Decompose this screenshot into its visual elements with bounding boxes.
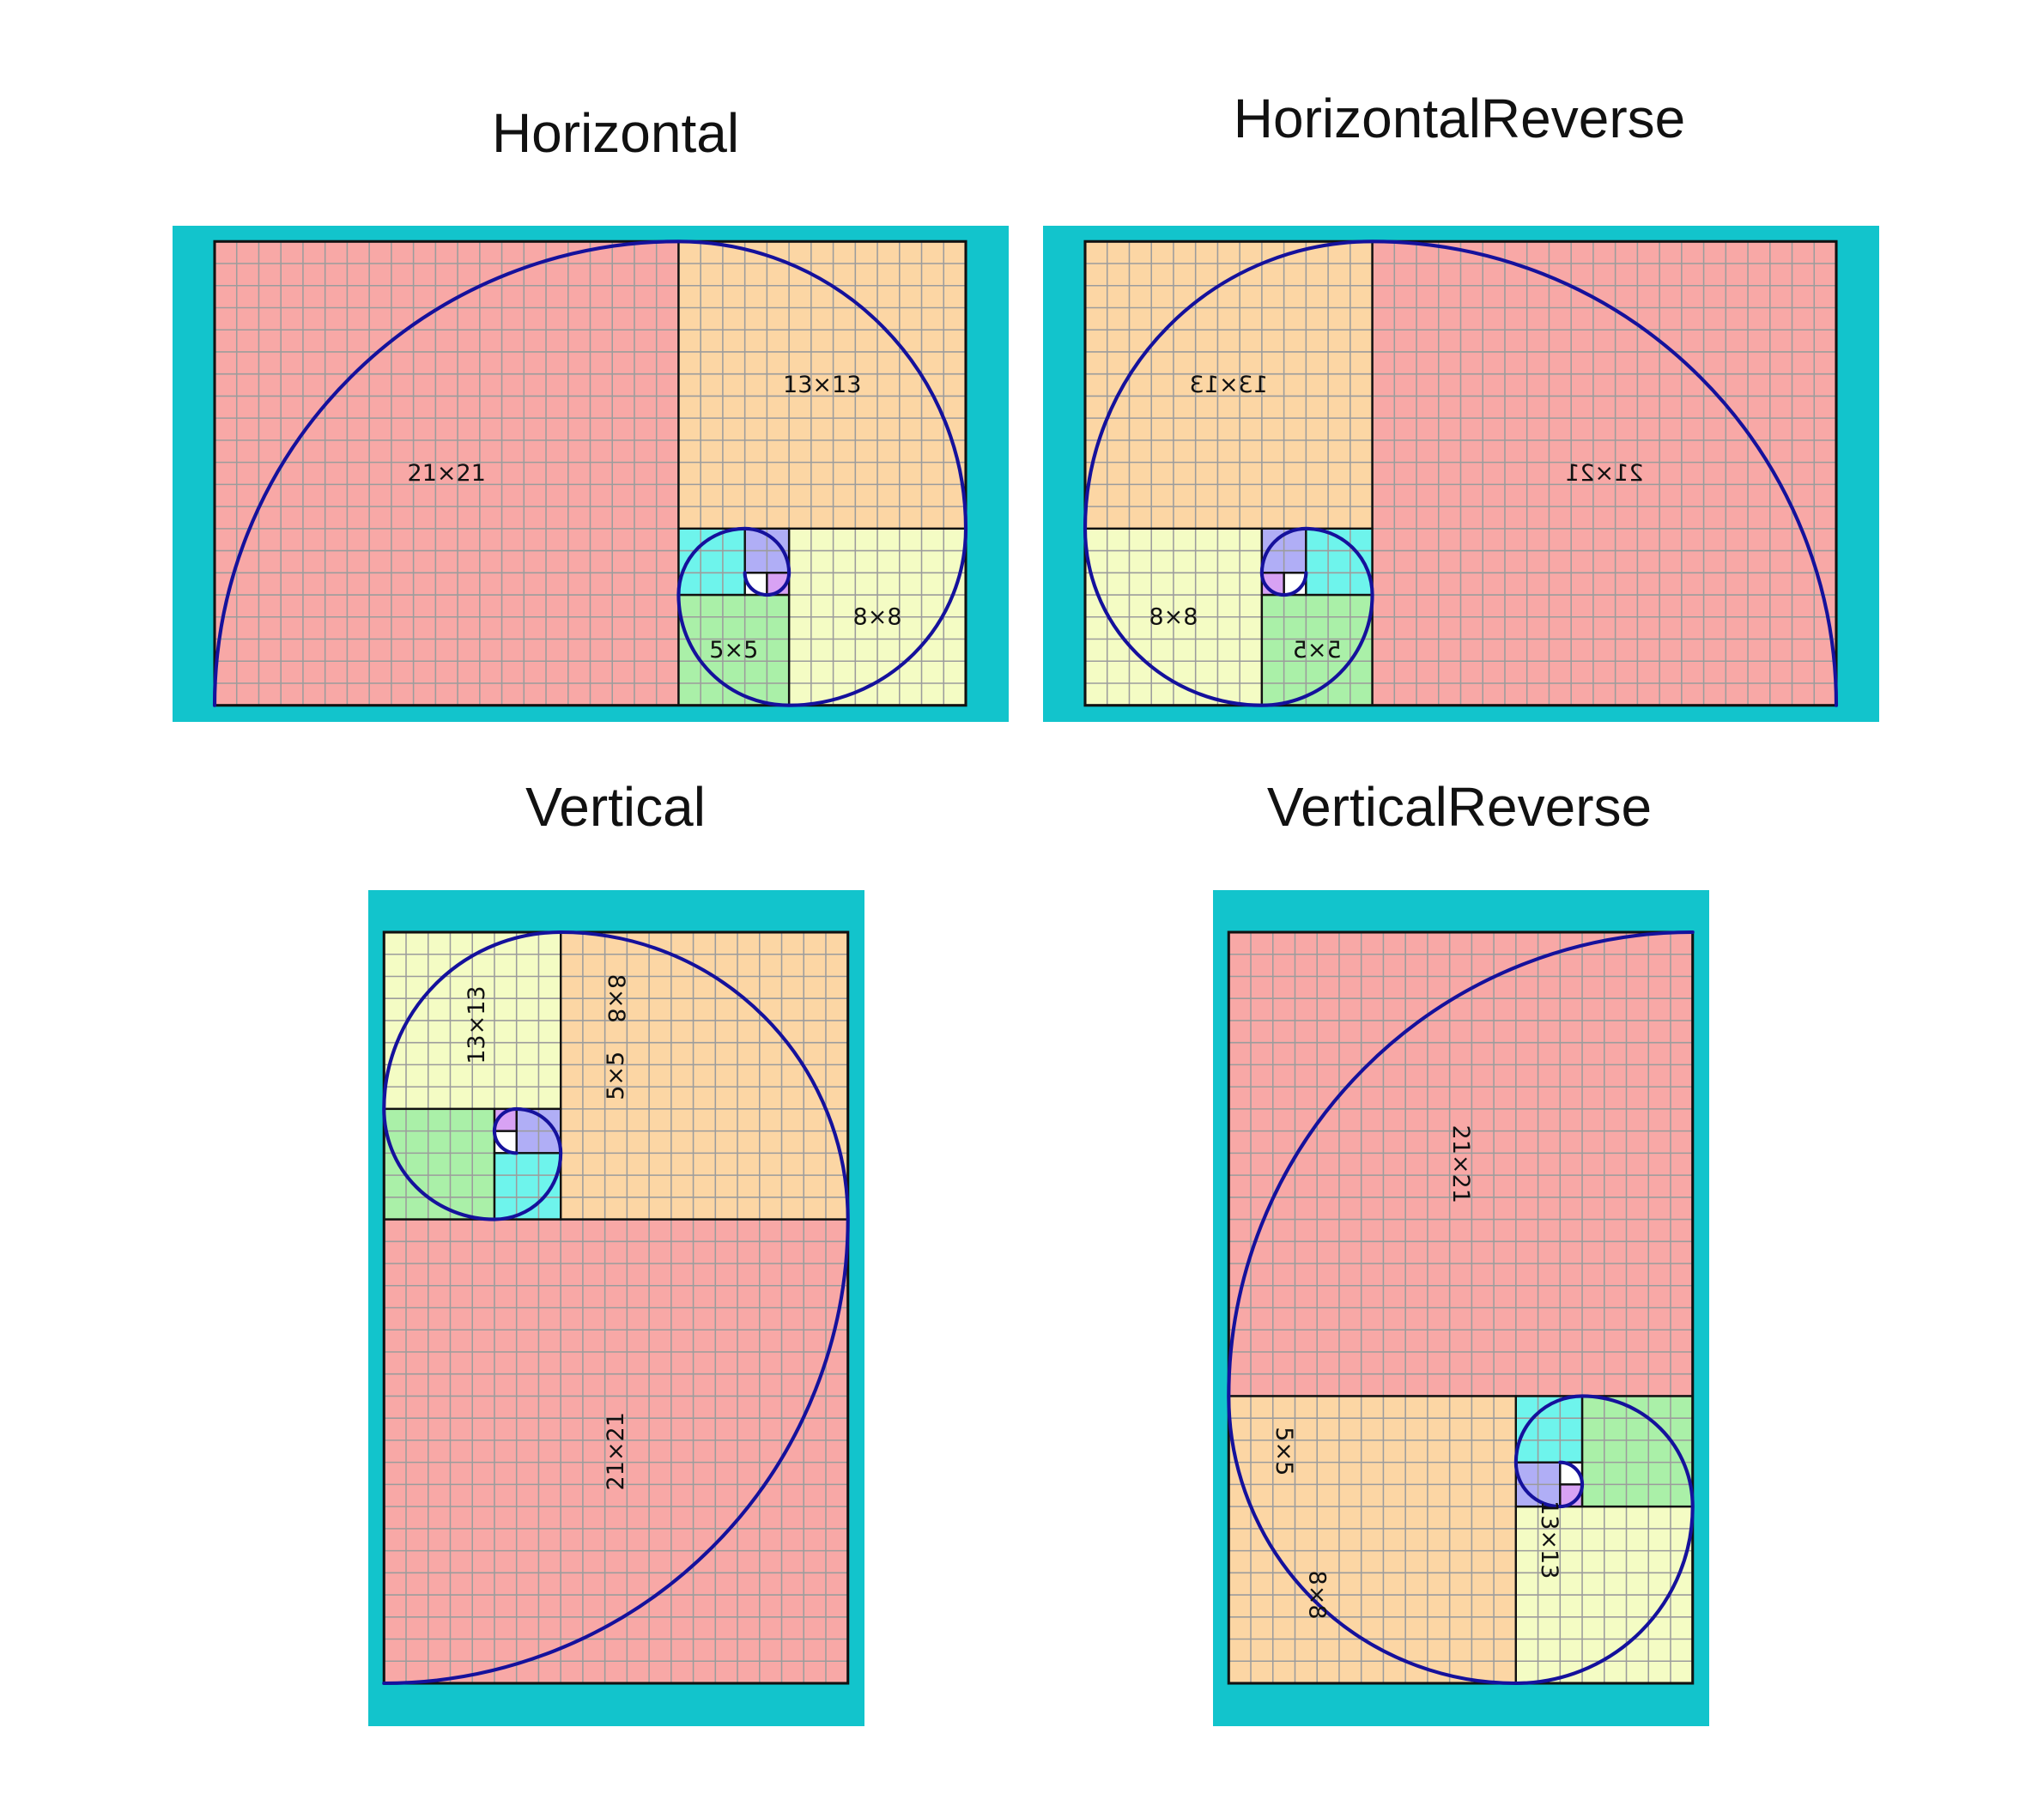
vertical-reverse-golden-spiral: 21×21 13×13 8×8 5×5 <box>1227 930 1695 1686</box>
golden-spiral-curve <box>212 239 968 707</box>
grid-lines <box>1228 932 1693 1683</box>
label-5x5: 5×5 <box>709 637 758 664</box>
vertical-reverse-title: VerticalReverse <box>1266 776 1653 838</box>
square-13-1 <box>561 932 848 1220</box>
label-13x13: 13×13 <box>1190 372 1268 398</box>
unit-grid <box>215 241 966 706</box>
label-8x8: 8×8 <box>1304 1571 1331 1620</box>
square-21-0 <box>1228 932 1693 1397</box>
grid-squares <box>1085 241 1836 706</box>
outer-frame <box>213 239 967 707</box>
label-21x21: 21×21 <box>1447 1125 1474 1203</box>
vertical-title: Vertical <box>525 776 706 838</box>
label-8x8: 8×8 <box>853 603 902 630</box>
label-21x21: 21×21 <box>603 1412 629 1490</box>
vertical-reverse-diagram: 21×21 13×13 8×8 5×5 <box>1213 890 1709 1726</box>
square-13-1 <box>1085 241 1373 529</box>
horizontal-reverse-golden-spiral: 21×21 13×13 8×8 5×5 <box>1083 239 1839 707</box>
square-3-4 <box>678 528 745 596</box>
square-5-3 <box>678 595 790 706</box>
square-outlines <box>1083 239 1838 707</box>
outer-frame <box>1083 239 1838 707</box>
label-5x5: 5×5 <box>1293 637 1342 664</box>
square-outline-7 <box>1283 572 1307 597</box>
square-3-4 <box>1306 528 1373 596</box>
square-outlines <box>382 930 850 1685</box>
horizontal-reverse-title: HorizontalReverse <box>1233 88 1686 149</box>
square-5-3 <box>384 1108 494 1220</box>
grid-lines <box>1085 241 1836 706</box>
vertical-diagram: 21×21 13×13 8×8 5×5 <box>368 890 864 1726</box>
label-5x5: 5×5 <box>1271 1427 1297 1476</box>
square-outlines <box>213 239 967 707</box>
square-3-4 <box>1515 1396 1583 1463</box>
label-13x13: 13×13 <box>1536 1500 1562 1579</box>
square-3-4 <box>494 1153 561 1220</box>
label-13x13: 13×13 <box>783 372 861 398</box>
square-5-3 <box>1261 595 1373 706</box>
label-8x8: 8×8 <box>1149 603 1198 630</box>
square-outline-7 <box>743 572 768 597</box>
spiral <box>212 239 968 707</box>
label-8x8: 8×8 <box>603 974 629 1023</box>
golden-spiral-curve <box>1227 930 1695 1686</box>
square-13-1 <box>1228 1396 1516 1683</box>
square-outline-7 <box>1559 1461 1584 1486</box>
horizontal-title: Horizontal <box>491 102 740 164</box>
unit-grid <box>384 932 848 1683</box>
square-21-0 <box>384 1219 848 1683</box>
outer-frame <box>382 930 850 1685</box>
horizontal-reverse-diagram: 21×21 13×13 8×8 5×5 <box>1043 226 1879 722</box>
label-5x5: 5×5 <box>603 1052 629 1100</box>
spiral <box>1227 930 1695 1686</box>
label-13x13: 13×13 <box>464 985 490 1064</box>
horizontal-diagram: 21×21 13×13 8×8 5×5 <box>173 226 1009 722</box>
square-21-0 <box>1372 241 1836 706</box>
square-13-1 <box>678 241 966 529</box>
grid-lines <box>384 932 848 1683</box>
square-outline-7 <box>493 1130 518 1155</box>
horizontal-golden-spiral: 21×21 13×13 8×8 5×5 <box>212 239 968 707</box>
square-outlines <box>1227 930 1695 1685</box>
square-5-3 <box>1582 1396 1693 1507</box>
spiral <box>382 930 850 1686</box>
outer-frame <box>1227 930 1695 1685</box>
grid-squares <box>1228 932 1693 1683</box>
vertical-golden-spiral: 21×21 13×13 8×8 5×5 <box>382 930 850 1686</box>
unit-grid <box>1085 241 1836 706</box>
label-21x21: 21×21 <box>408 460 486 487</box>
spiral <box>1083 239 1839 707</box>
grid-lines <box>215 241 966 706</box>
grid-squares <box>215 241 966 706</box>
golden-spiral-curve <box>1083 239 1839 707</box>
square-21-0 <box>215 241 679 706</box>
label-21x21: 21×21 <box>1565 460 1643 487</box>
golden-spiral-curve <box>382 930 850 1686</box>
unit-grid <box>1228 932 1693 1683</box>
